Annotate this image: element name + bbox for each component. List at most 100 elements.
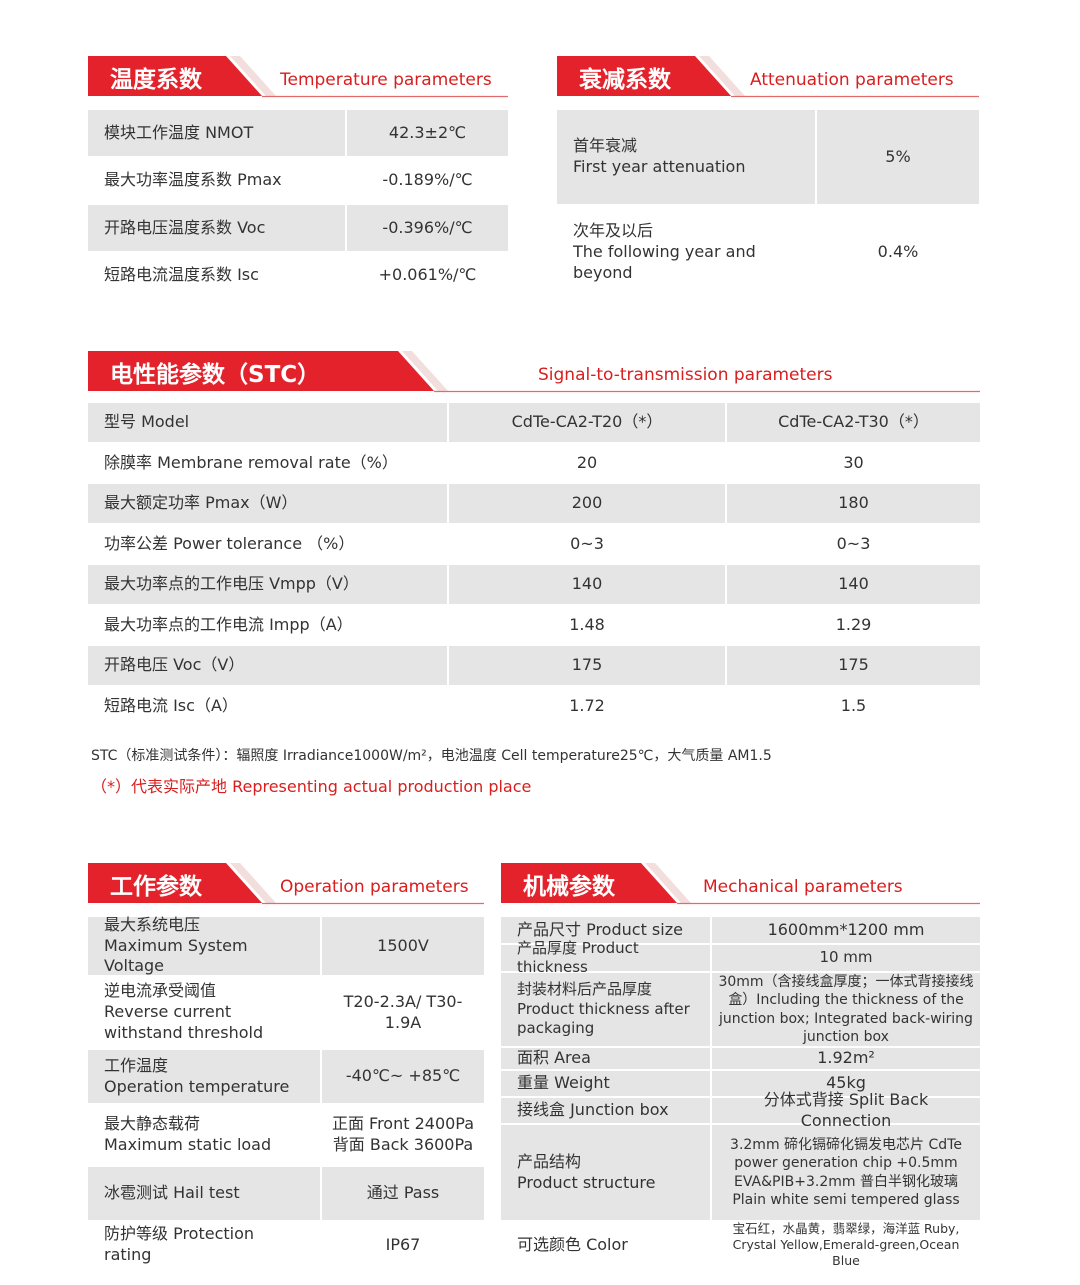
table-row: 最大系统电压 Maximum System Voltage 1500V [88,915,484,977]
table-cell: 封装材料后产品厚度 Product thickness after packagi… [501,973,712,1048]
cell-text: 30 [843,452,864,472]
cell-text: 最大功率温度系数 Pmax [104,170,282,190]
table-row: 除膜率 Membrane removal rate（%） 20 30 [88,444,980,484]
table-row: 防护等级 Protection rating IP67 [88,1222,484,1270]
header-accent [230,863,276,903]
cell-text: -0.396%/℃ [382,217,473,237]
table-cell: 30 [727,444,980,484]
table-cell: 最大功率温度系数 Pmax [88,158,347,205]
table-row: 最大额定功率 Pmax（W） 200 180 [88,484,980,525]
table-cell: 最大功率点的工作电压 Vmpp（V） [88,565,449,606]
table-cell: 产品结构 Product structure [501,1125,712,1222]
table-cell: 1.5 [727,687,980,727]
table-cell: 最大额定功率 Pmax（W） [88,484,449,525]
table-cell: CdTe-CA2-T20（*） [449,403,727,444]
cell-text: 0~3 [836,533,871,553]
cell-text: 除膜率 Membrane removal rate（%） [104,452,398,472]
cell-text: 面积 Area [517,1048,591,1068]
table: 模块工作温度 NMOT 42.3±2℃ 最大功率温度系数 Pmax -0.189%/℃… [88,110,508,300]
table-cell: 分体式背接 Split Back Connection [712,1090,980,1130]
table-row: 产品厚度 Product thickness 10 mm [501,939,980,976]
table-row: 工作温度 Operation temperature -40℃~ +85℃ [88,1050,484,1105]
table-cell: CdTe-CA2-T30（*） [727,403,980,444]
table-cell: 逆电流承受阈值 Reverse current withstand thresho… [88,977,322,1050]
cell-text: 接线盒 Junction box [517,1100,669,1120]
table-cell: 200 [449,484,727,525]
cell-text: 1.48 [569,614,605,634]
table-cell: 45kg [712,1071,980,1098]
cell-text: IP67 [385,1234,421,1254]
cell-text: Maximum static load [104,1135,272,1154]
table-cell: 30mm（含接线盒厚度；一体式背接接线盒）Including the thick… [712,973,980,1048]
table-cell: 1.29 [727,606,980,646]
table-cell: 140 [727,565,980,606]
table-row: 模块工作温度 NMOT 42.3±2℃ [88,110,508,158]
cell-text: Product thickness after packaging [517,999,690,1038]
table-cell: 产品尺寸 Product size [501,917,712,945]
table-cell: 通过 Pass [322,1167,484,1222]
table-cell: 短路电流 Isc（A） [88,687,449,727]
header-title-en: Operation parameters [280,877,469,897]
table-cell: 3.2mm 碲化镉碲化镉发电芯片 CdTe power generation c… [712,1125,980,1222]
header-shape [88,56,508,98]
table-row: 型号 Model CdTe-CA2-T20（*） CdTe-CA2-T30（*） [88,403,980,444]
table-cell: 重量 Weight [501,1071,712,1098]
cell-text: 首年衰减 [573,136,638,156]
cell-text: 正面 Front 2400Pa [331,1114,475,1134]
table-cell: 接线盒 Junction box [501,1098,712,1125]
cell-text: Product structure [517,1172,656,1192]
header-band [88,863,262,903]
cell-text: 1.72 [569,695,605,715]
header-title-en: Signal-to-transmission parameters [538,365,833,385]
cell-text: Reverse current withstand threshold [104,1002,264,1042]
cell-text: 短路电流 Isc（A） [104,695,238,715]
table-row: 开路电压温度系数 Voc -0.396%/℃ [88,205,508,253]
table-cell: 10 mm [712,945,980,973]
table: 首年衰减 First year attenuation 5% 次年及以后 The fol… [557,110,979,301]
table-cell: 175 [449,646,727,687]
table-cell: 最大系统电压 Maximum System Voltage [88,915,322,977]
table-cell: 可选颜色 Color [501,1222,712,1270]
table-cell: 开路电压 Voc（V） [88,646,449,687]
table-cell: 宝石红，水晶黄，翡翠绿，海洋蓝 Ruby, Crystal Yellow,Eme… [712,1221,980,1270]
header-band [88,56,262,96]
cell-text: 30mm（含接线盒厚度；一体式背接接线盒）Including the thick… [718,974,974,1045]
header-title-en: Mechanical parameters [703,877,903,897]
table-cell: 首年衰减 First year attenuation [557,110,817,206]
cell-text: CdTe-CA2-T20（*） [511,412,663,432]
cell-text: 1500V [377,935,429,955]
table-cell: 20 [449,444,727,484]
table-row: 产品结构 Product structure 3.2mm 碲化镉碲化镉发电芯片 Cd… [501,1125,980,1222]
cell-text: 模块工作温度 NMOT [104,122,254,142]
cell-text: 5% [885,146,911,166]
header-title-cn: 工作参数 [110,874,202,900]
table-row: 最大功率点的工作电流 Impp（A） 1.48 1.29 [88,606,980,646]
stc-note: STC（标准测试条件）：辐照度 Irradiance1000W/m²，电池温度 … [91,748,772,764]
section-header: 衰减系数 Attenuation parameters [557,56,979,100]
table-cell: 防护等级 Protection rating [88,1222,322,1270]
table-cell: 工作温度 Operation temperature [88,1050,322,1105]
table-cell: 短路电流温度系数 Isc [88,253,347,300]
cell-text: 次年及以后 [573,221,654,241]
cell-text: 逆电流承受阈值 [104,981,217,1001]
header-title-en: Temperature parameters [280,70,492,90]
table-row: 次年及以后 The following year and beyond 0.4% [557,206,979,301]
cell-text: +0.061%/℃ [378,265,477,285]
cell-text: 1600mm*1200 mm [767,919,925,939]
cell-text: 开路电压 Voc（V） [104,655,245,675]
table-row: 首年衰减 First year attenuation 5% [557,110,979,206]
table-cell: 模块工作温度 NMOT [88,110,347,158]
cell-text: The following year and beyond [573,242,756,282]
table-cell: 175 [727,646,980,687]
table-cell: 次年及以后 The following year and beyond [557,206,817,301]
table-cell: 正面 Front 2400Pa 背面 Back 3600Pa [322,1105,484,1167]
table-cell: -0.396%/℃ [347,205,508,253]
cell-text: 最大静态载荷 [104,1114,201,1134]
cell-text: 分体式背接 Split Back Connection [763,1089,929,1130]
header-band [557,56,731,96]
header-title-cn: 机械参数 [523,874,615,900]
table-cell: 产品厚度 Product thickness [501,939,712,976]
cell-text: T20-2.3A/ T30-1.9A [343,991,463,1032]
cell-text: 最大功率点的工作电压 Vmpp（V） [104,574,359,594]
